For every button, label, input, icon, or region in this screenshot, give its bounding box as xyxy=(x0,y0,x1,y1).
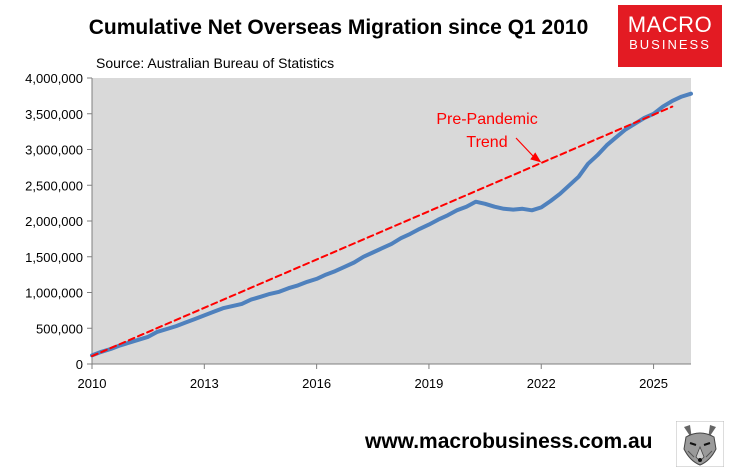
macrobusiness-logo: MACRO BUSINESS xyxy=(618,5,722,67)
trend-line xyxy=(91,105,674,358)
y-tick-label: 2,000,000 xyxy=(25,214,83,229)
logo-line-2: BUSINESS xyxy=(629,37,711,52)
annotation-arrow-head xyxy=(530,152,542,163)
y-tick-label: 3,000,000 xyxy=(25,143,83,158)
logo-line-1: MACRO xyxy=(627,12,713,37)
y-tick-label: 3,500,000 xyxy=(25,107,83,122)
annotation-label-line-2: Trend xyxy=(466,134,507,151)
y-tick-label: 1,500,000 xyxy=(25,250,83,265)
y-tick-label: 500,000 xyxy=(36,321,83,336)
y-tick-label: 1,000,000 xyxy=(25,286,83,301)
chart-title: Cumulative Net Overseas Migration since … xyxy=(88,16,589,39)
y-tick-label: 2,500,000 xyxy=(25,178,83,193)
annotation-label-line-1: Pre-Pandemic xyxy=(436,111,537,128)
wolf-head-icon xyxy=(676,421,724,467)
chart-subtitle: Source: Australian Bureau of Statistics xyxy=(96,55,334,71)
migration-line xyxy=(90,91,693,358)
y-tick-label: 0 xyxy=(76,357,83,372)
x-tick-label: 2022 xyxy=(527,376,556,391)
x-tick-label: 2025 xyxy=(639,376,668,391)
website-url: www.macrobusiness.com.au xyxy=(365,430,653,453)
y-tick-label: 4,000,000 xyxy=(25,71,83,86)
x-tick-label: 2019 xyxy=(414,376,443,391)
annotation-arrow xyxy=(515,137,536,159)
x-tick-label: 2010 xyxy=(78,376,107,391)
x-tick-label: 2013 xyxy=(190,376,219,391)
x-tick-label: 2016 xyxy=(302,376,331,391)
plot-area xyxy=(92,78,691,364)
